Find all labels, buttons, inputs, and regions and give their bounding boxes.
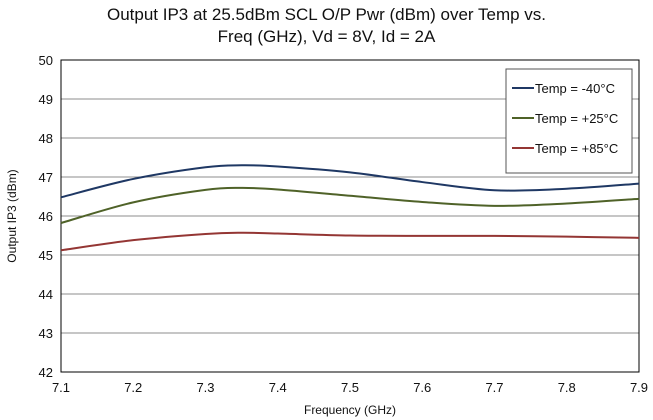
legend-label-2: Temp = +25°C xyxy=(535,111,618,126)
x-tick-label: 7.8 xyxy=(558,380,576,395)
y-tick-label: 46 xyxy=(39,209,53,224)
y-tick-label: 42 xyxy=(39,365,53,380)
x-tick-labels: 7.1 7.2 7.3 7.4 7.5 7.6 7.7 7.8 7.9 xyxy=(52,380,648,395)
y-tick-label: 44 xyxy=(39,287,53,302)
y-tick-label: 47 xyxy=(39,170,53,185)
chart-title-line-1: Output IP3 at 25.5dBm SCL O/P Pwr (dBm) … xyxy=(106,5,547,24)
y-tick-labels: 42 43 44 45 46 47 48 49 50 xyxy=(39,53,53,380)
y-tick-label: 45 xyxy=(39,248,53,263)
y-tick-label: 49 xyxy=(39,92,53,107)
chart-title-line-2: Freq (GHz), Vd = 8V, Id = 2A xyxy=(217,27,436,46)
legend-box xyxy=(505,68,633,174)
x-tick-label: 7.1 xyxy=(52,380,70,395)
series-line-2 xyxy=(60,186,640,224)
x-tick-label: 7.5 xyxy=(341,380,359,395)
x-axis-label: Frequency (GHz) xyxy=(304,403,396,417)
y-axis-label: Output IP3 (dBm) xyxy=(5,169,19,262)
x-tick-label: 7.9 xyxy=(630,380,648,395)
x-tick-label: 7.6 xyxy=(413,380,431,395)
y-tick-label: 43 xyxy=(39,326,53,341)
x-tick-label: 7.3 xyxy=(196,380,214,395)
series-line-1 xyxy=(60,164,640,199)
series-line-3 xyxy=(60,231,640,252)
chart-title: Output IP3 at 25.5dBm SCL O/P Pwr (dBm) … xyxy=(0,4,653,48)
x-tick-label: 7.4 xyxy=(269,380,287,395)
legend-label-1: Temp = -40°C xyxy=(535,81,615,96)
legend-label-3: Temp = +85°C xyxy=(535,141,618,156)
plot-area-border xyxy=(60,59,640,373)
x-tick-label: 7.2 xyxy=(124,380,142,395)
y-tick-label: 48 xyxy=(39,131,53,146)
series-lines xyxy=(60,164,640,252)
x-tick-label: 7.7 xyxy=(485,380,503,395)
legend: Temp = -40°C Temp = +25°C Temp = +85°C xyxy=(505,68,633,174)
y-tick-label: 50 xyxy=(39,53,53,68)
